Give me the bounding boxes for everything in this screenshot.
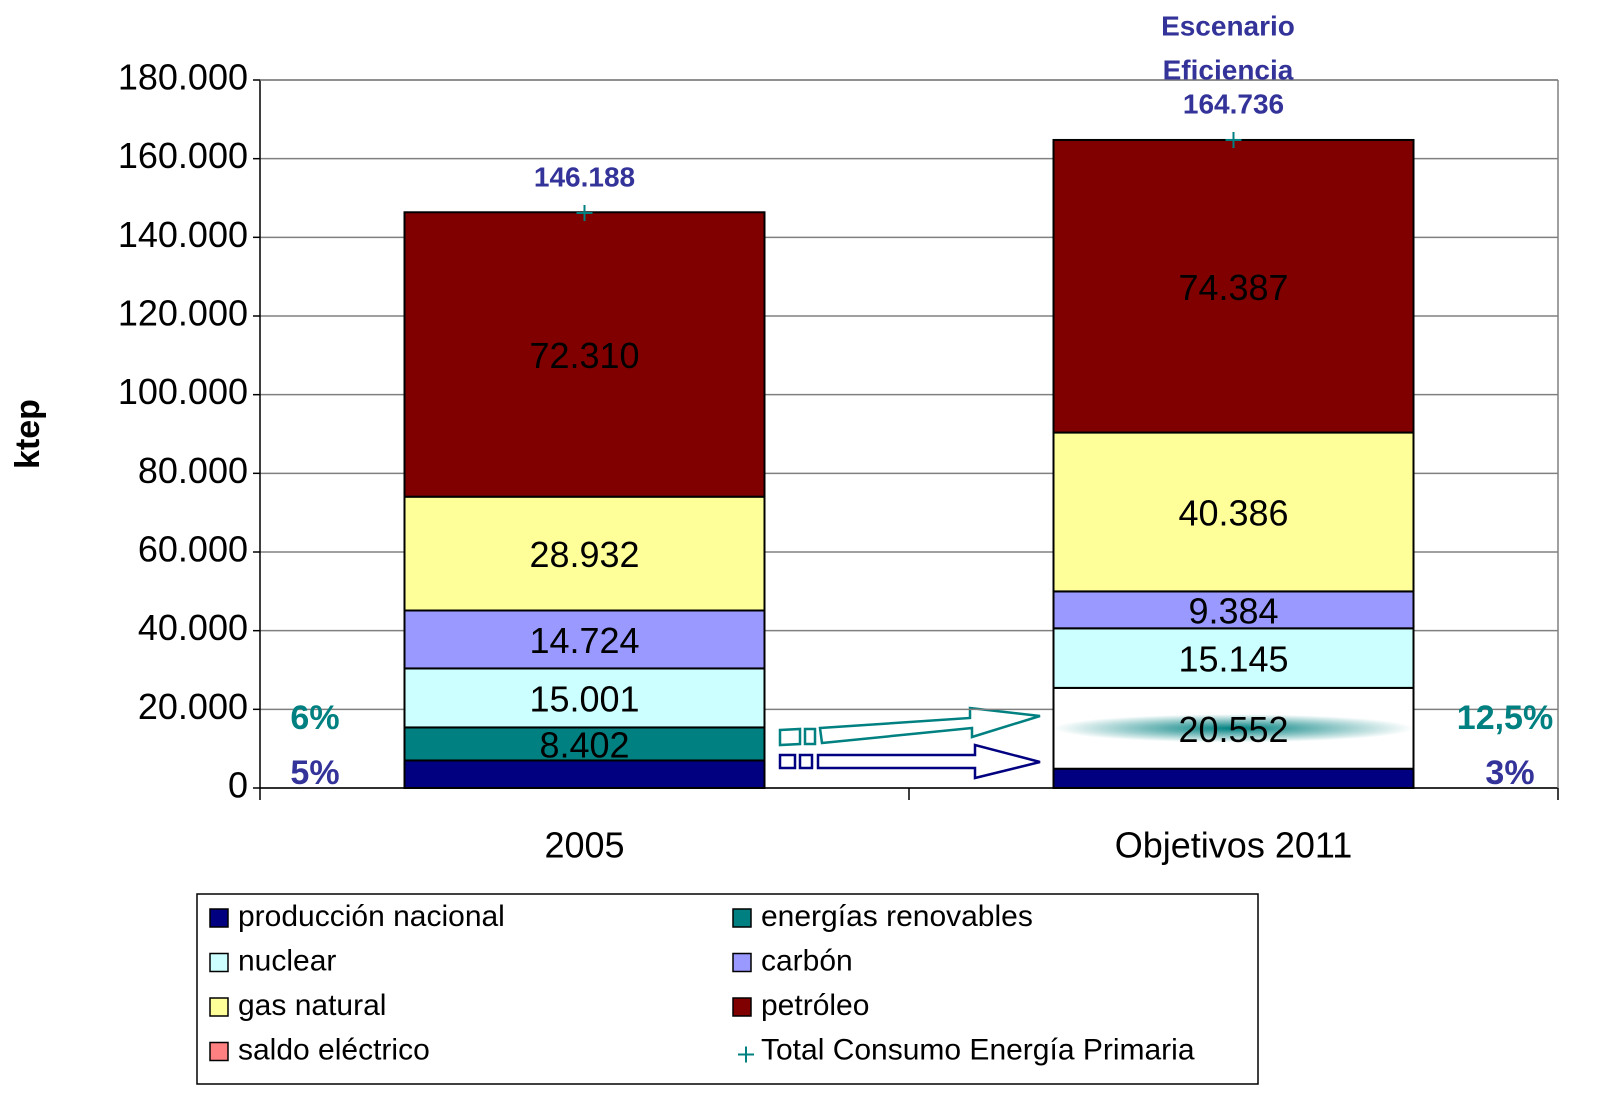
legend-label: carbón [761, 944, 853, 977]
legend-swatch [732, 952, 752, 973]
annotation: Eficiencia [1163, 54, 1294, 85]
y-tick-label: 20.000 [138, 686, 248, 727]
data-label: 74.387 [1178, 267, 1288, 308]
legend-label: energías renovables [761, 900, 1033, 933]
total-marker [576, 204, 593, 221]
legend-label: Total Consumo Energía Primaria [761, 1033, 1195, 1066]
legend-swatch [732, 997, 752, 1017]
data-label: 14.724 [529, 620, 639, 661]
y-tick-label: 120.000 [118, 293, 248, 334]
annotation: Escenario [1161, 10, 1295, 41]
data-label: 8.402 [539, 724, 629, 765]
bar-segment [403, 667, 766, 729]
y-tick-label: 40.000 [138, 607, 248, 648]
bar-segment [1052, 138, 1415, 434]
annotation: 3% [1485, 754, 1534, 792]
bar-segment [1052, 767, 1415, 790]
bar-segment [1052, 590, 1415, 630]
legend-box [196, 893, 1259, 1085]
y-tick-label: 160.000 [118, 135, 248, 176]
legend-marker [738, 1046, 754, 1063]
y-tick-label: 80.000 [138, 450, 248, 491]
y-tick-label: 60.000 [138, 529, 248, 570]
data-label: 15.145 [1178, 639, 1288, 680]
data-label: 72.310 [529, 335, 639, 376]
legend: producción nacional energías renovables nu… [196, 893, 1259, 1085]
y-tick-label: 180.000 [118, 57, 248, 98]
annotation: 6% [290, 699, 339, 737]
arrows [778, 706, 1041, 780]
data-label: 15.001 [529, 678, 639, 719]
bar-segment [403, 495, 766, 612]
legend-label: nuclear [238, 944, 336, 977]
total-label: 164.736 [1183, 88, 1284, 119]
legend-swatch [732, 908, 752, 928]
legend-label: gas natural [238, 989, 386, 1022]
bar-segment [403, 726, 766, 762]
x-tick-label: 2005 [544, 825, 624, 866]
legend-swatch [209, 952, 229, 973]
legend-label: producción nacional [238, 900, 505, 933]
legend-label: saldo eléctrico [238, 1033, 430, 1066]
bar-segment [403, 609, 766, 670]
data-label: 9.384 [1188, 590, 1278, 631]
data-label: 28.932 [529, 534, 639, 575]
data-label: 20.552 [1178, 709, 1288, 750]
annotation: 5% [290, 754, 339, 792]
legend-label: petróleo [761, 989, 869, 1022]
annotation: 12,5% [1457, 699, 1553, 737]
legend-swatch [209, 908, 229, 928]
total-marker [1225, 132, 1242, 149]
y-axis-label: ktep [9, 399, 47, 469]
bar-segment [403, 211, 766, 498]
bar-segment [403, 759, 766, 790]
legend-swatch [209, 997, 229, 1017]
data-label: 40.386 [1178, 492, 1288, 533]
y-tick-label: 100.000 [118, 371, 248, 412]
bar-segment [1052, 431, 1415, 593]
y-tick-label: 140.000 [118, 214, 248, 255]
x-tick-label: Objetivos 2011 [1115, 825, 1352, 866]
total-label: 146.188 [534, 161, 635, 192]
legend-swatch [209, 1041, 229, 1062]
y-tick-label: 0 [228, 765, 248, 806]
